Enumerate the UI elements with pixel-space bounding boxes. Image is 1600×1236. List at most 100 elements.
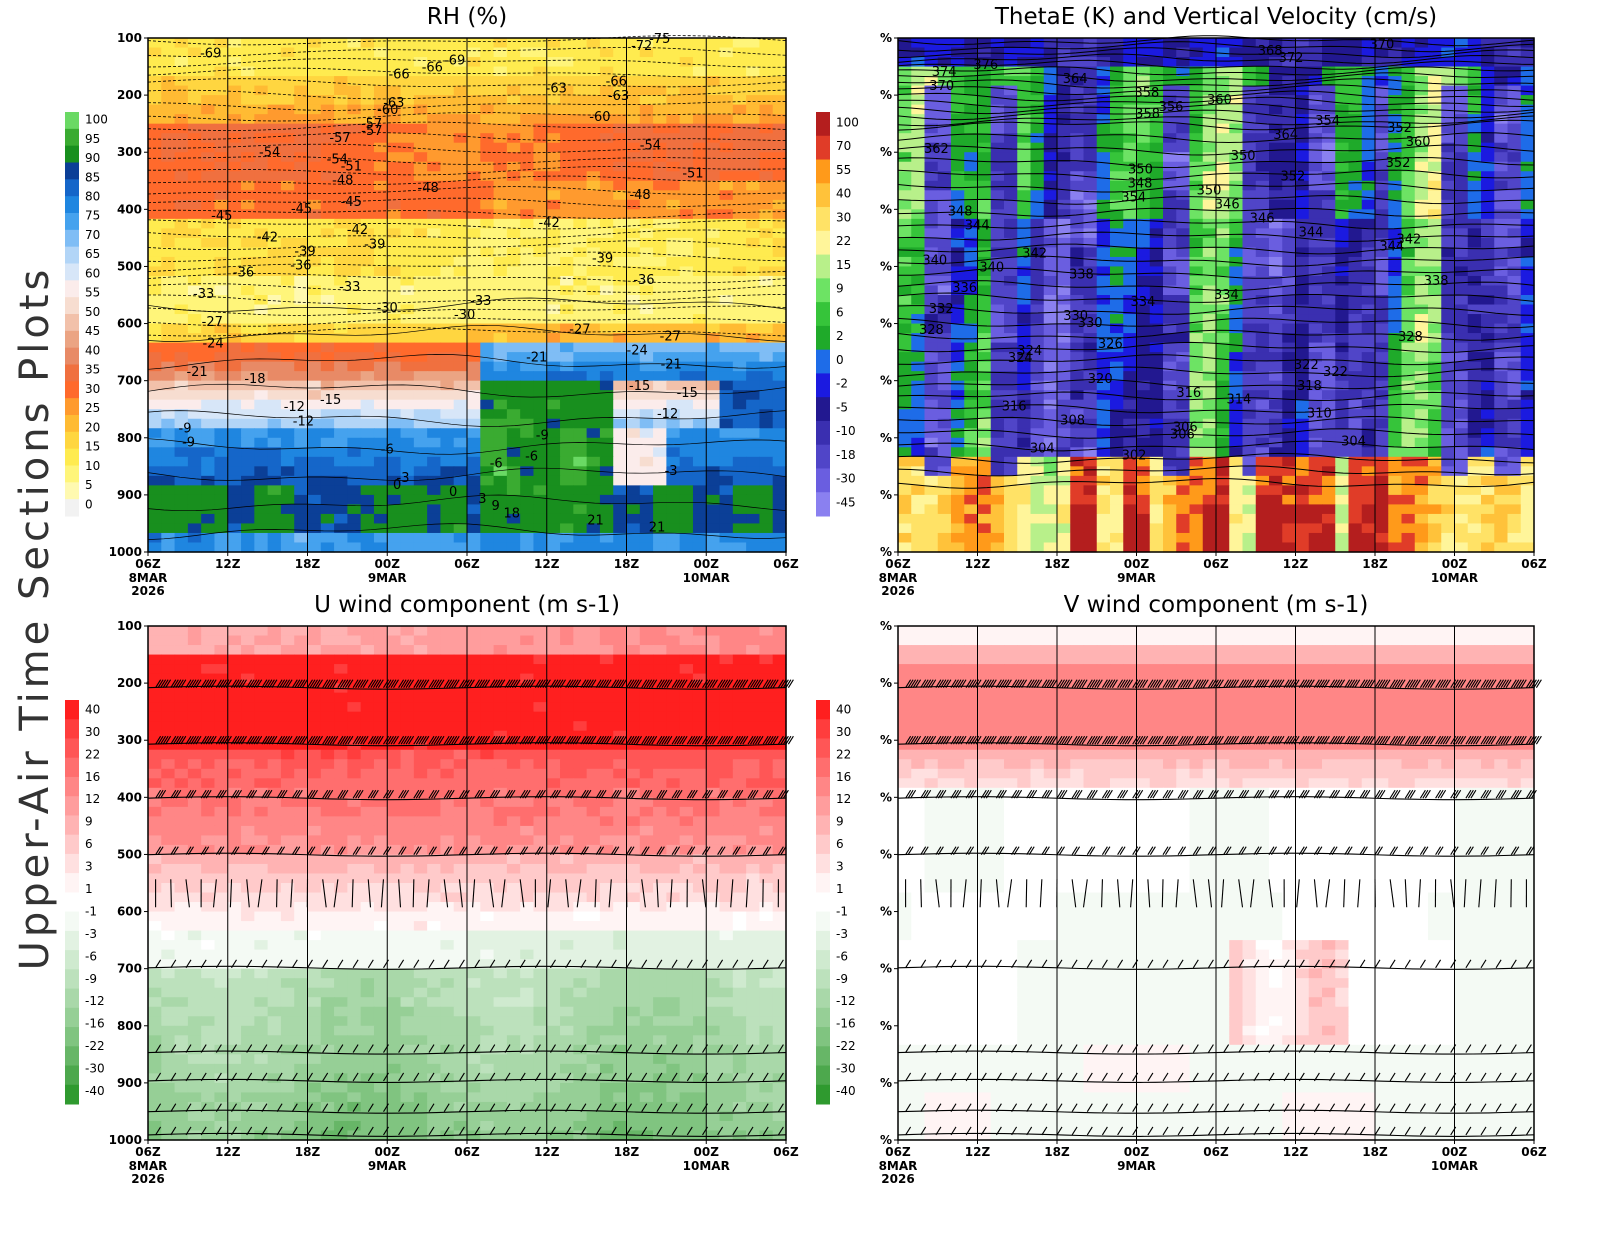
field-cell — [1202, 342, 1217, 353]
y-tick-label: 600 — [117, 317, 142, 331]
field-cell — [453, 256, 468, 268]
field-cell — [964, 399, 979, 410]
field-cell — [639, 371, 654, 382]
field-cell — [453, 352, 468, 363]
field-cell — [373, 142, 388, 153]
field-cell — [1335, 361, 1350, 372]
field-cell — [1163, 199, 1177, 210]
field-cell — [174, 295, 189, 306]
field-cell — [759, 504, 774, 515]
field-cell — [924, 171, 939, 182]
field-cell — [1189, 380, 1204, 391]
field-cell — [1110, 314, 1124, 325]
field-cell — [453, 133, 468, 144]
field-cell — [1070, 123, 1085, 134]
field-cell — [653, 66, 667, 77]
temp-contour — [147, 175, 787, 185]
field-cell — [706, 342, 721, 353]
field-cell — [387, 114, 402, 125]
field-cell — [161, 266, 176, 277]
field-cell — [1149, 275, 1164, 287]
field-cell — [1149, 285, 1164, 296]
field-cell — [1149, 218, 1164, 229]
field-cell — [1017, 190, 1032, 201]
field-cell — [626, 333, 641, 344]
field-cell — [1494, 47, 1509, 58]
date-label: 10MAR — [683, 571, 730, 585]
field-cell — [1507, 218, 1522, 229]
field-cell — [241, 466, 255, 477]
field-cell — [1242, 57, 1257, 68]
field-cell — [1520, 114, 1535, 125]
field-cell — [1057, 218, 1071, 229]
field-cell — [964, 256, 979, 268]
field-cell — [1494, 323, 1509, 334]
field-cell — [1096, 237, 1111, 249]
field-cell — [613, 237, 628, 249]
field-cell — [1467, 114, 1482, 125]
field-cell — [639, 437, 654, 448]
field-cell — [1295, 323, 1310, 334]
field-cell — [1110, 142, 1124, 153]
field-cell — [1123, 323, 1138, 334]
contour-label: -21 — [661, 358, 682, 373]
field-cell — [227, 390, 242, 401]
field-cell — [1401, 256, 1416, 268]
field-cell — [1057, 66, 1071, 77]
field-cell — [1467, 247, 1482, 258]
field-cell — [506, 171, 521, 182]
field-cell — [506, 399, 521, 410]
field-cell — [161, 361, 176, 372]
field-cell — [413, 66, 428, 77]
field-cell — [201, 352, 216, 363]
field-cell — [560, 199, 574, 210]
field-cell — [174, 418, 189, 429]
field-cell — [161, 114, 176, 125]
field-cell — [977, 295, 992, 306]
field-cell — [706, 285, 721, 296]
field-cell — [227, 304, 242, 315]
field-cell — [1242, 123, 1257, 134]
field-cell — [506, 523, 521, 534]
field-cell — [373, 333, 388, 344]
field-cell — [1004, 428, 1018, 439]
field-cell — [214, 47, 229, 58]
field-cell — [294, 371, 309, 382]
field-cell — [161, 380, 176, 391]
field-cell — [1414, 218, 1429, 229]
field-cell — [573, 190, 588, 201]
field-cell — [746, 47, 761, 58]
field-cell — [599, 123, 614, 134]
field-cell — [201, 171, 216, 182]
field-cell — [493, 352, 508, 363]
field-cell — [440, 475, 455, 486]
field-cell — [1189, 190, 1204, 201]
field-cell — [241, 152, 255, 163]
field-cell — [546, 180, 561, 191]
field-cell — [1467, 199, 1482, 210]
field-cell — [320, 409, 335, 420]
field-cell — [613, 256, 628, 268]
field-cell — [951, 333, 965, 344]
field-cell — [1414, 199, 1429, 210]
field-cell — [1057, 314, 1071, 325]
field-cell — [1520, 237, 1535, 249]
field-cell — [746, 428, 761, 439]
field-cell — [1202, 95, 1217, 106]
field-cell — [951, 247, 965, 258]
field-cell — [493, 95, 508, 106]
field-cell — [1070, 66, 1085, 77]
field-cell — [546, 380, 561, 391]
field-cell — [1428, 266, 1442, 277]
field-cell — [148, 371, 162, 382]
contour-label: -12 — [284, 400, 305, 415]
field-cell — [951, 161, 965, 172]
field-cell — [666, 285, 681, 296]
field-cell — [493, 152, 508, 163]
field-cell — [626, 285, 641, 296]
field-cell — [692, 114, 707, 125]
field-cell — [586, 285, 601, 296]
field-cell — [480, 209, 495, 220]
field-cell — [440, 390, 455, 401]
field-cell — [440, 314, 455, 325]
